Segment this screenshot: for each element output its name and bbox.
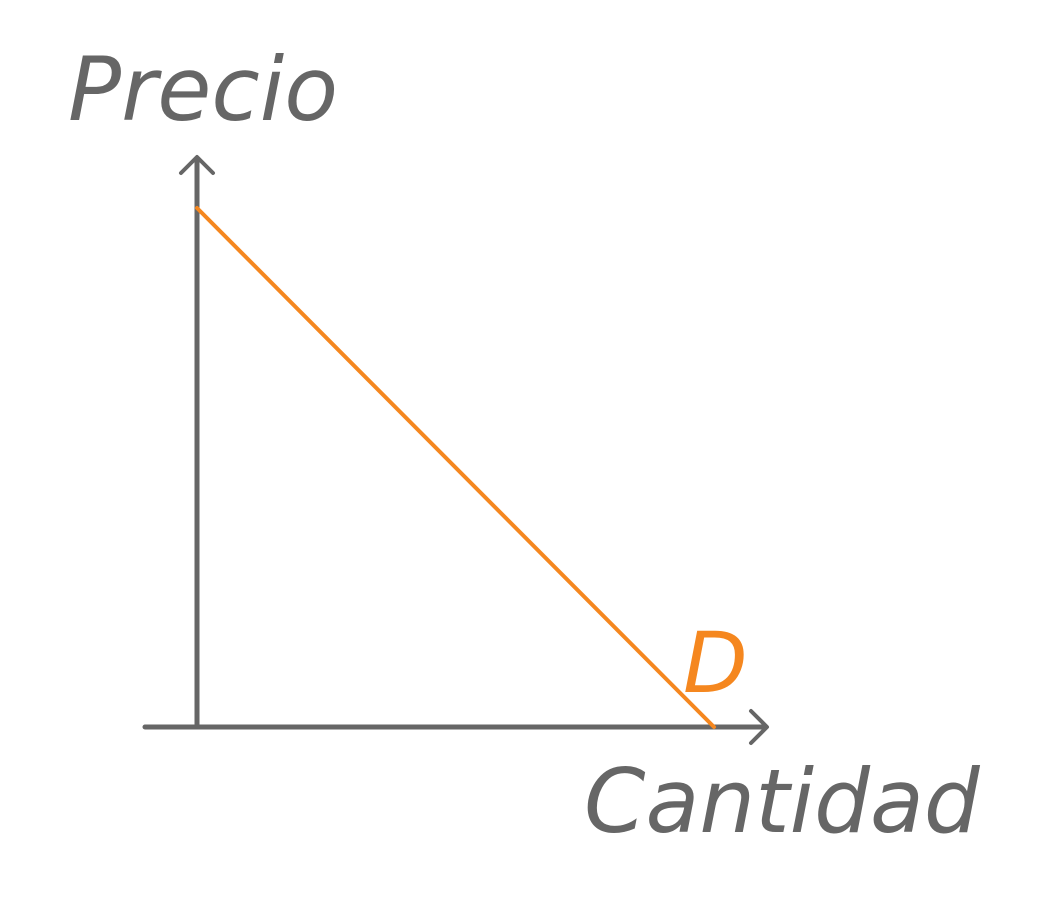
demand-curve-label: D (683, 614, 748, 712)
y-axis-arrowhead (179, 155, 215, 175)
x-axis-arrowhead (749, 709, 769, 745)
x-axis-label: Cantidad (584, 750, 981, 853)
demand-curve (195, 206, 716, 729)
y-axis-label: Precio (68, 38, 338, 141)
